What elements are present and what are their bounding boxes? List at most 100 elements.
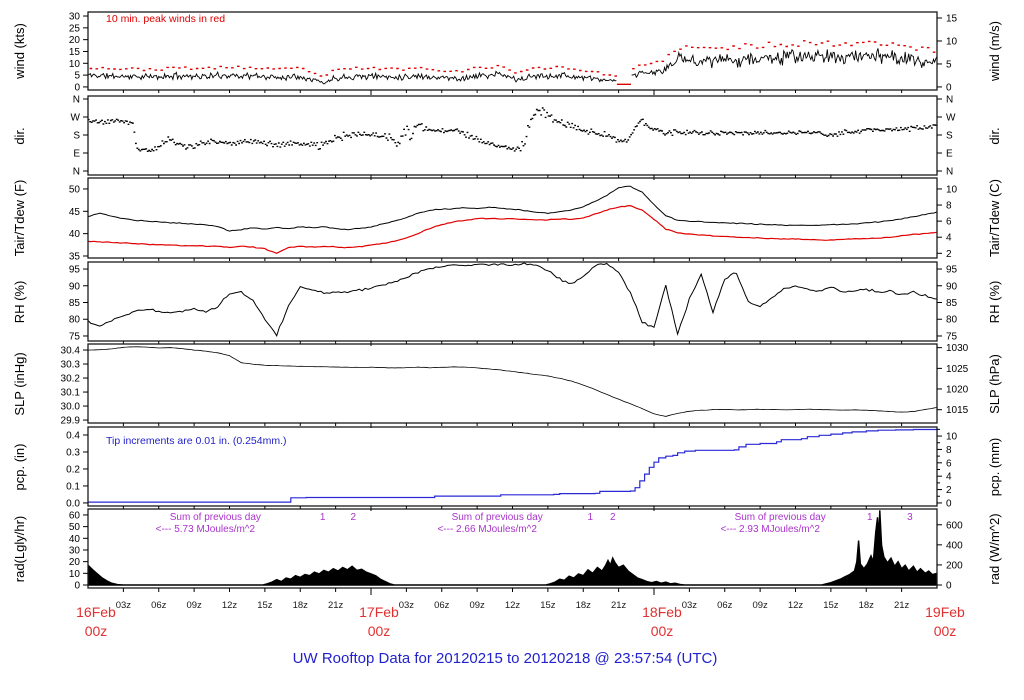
hour-label: 21z — [894, 600, 910, 611]
left-tick-label: 75 — [69, 331, 81, 342]
wind-left-axis-title: wind (kts) — [12, 23, 27, 80]
hour-label: 21z — [328, 600, 344, 611]
day-label: 16Feb — [76, 604, 116, 620]
hour-label: 09z — [469, 600, 485, 611]
left-tick-label: S — [73, 131, 80, 142]
left-tick-label: N — [73, 167, 80, 178]
left-tick-label: 10 — [69, 59, 81, 70]
right-tick-label: 4 — [946, 233, 952, 244]
hour-label: 18z — [859, 600, 875, 611]
right-tick-label: 2 — [946, 249, 952, 260]
rad-sum-line2: <--- 2.93 MJoules/m^2 — [720, 524, 820, 535]
hour-label: 03z — [116, 600, 132, 611]
rad-event-label: 1 — [588, 512, 594, 523]
right-tick-label: 4 — [946, 472, 952, 483]
left-tick-label: 0 — [74, 82, 80, 93]
dir-left-axis-title: dir. — [12, 127, 27, 144]
hour-label: 12z — [788, 600, 804, 611]
right-tick-label: 0 — [946, 580, 952, 591]
dir-right-axis-title: dir. — [987, 127, 1002, 144]
series-solar-radiation — [88, 510, 937, 586]
left-tick-label: 60 — [69, 510, 81, 521]
static-text-layer: wind (kts) dir. Tair/Tdew (F) RH (%) SLP… — [12, 13, 1002, 667]
right-tick-label: 6 — [946, 458, 952, 469]
right-tick-label: 5 — [946, 59, 952, 70]
series-wind-direction — [88, 107, 937, 152]
left-tick-label: N — [73, 95, 80, 106]
right-tick-label: 0 — [946, 498, 952, 509]
right-tick-label: 2 — [946, 485, 952, 496]
right-tick-label: 1030 — [946, 343, 969, 354]
right-tick-label: 10 — [946, 432, 958, 443]
rh-right-axis-title: RH (%) — [987, 281, 1002, 324]
right-tick-label: 80 — [946, 315, 958, 326]
rad-right-axis-title: rad (W/m^2) — [987, 513, 1002, 584]
hour-label: 03z — [682, 600, 698, 611]
tair-left-axis-title: Tair/Tdew (F) — [12, 180, 27, 257]
right-tick-label: 8 — [946, 445, 952, 456]
rad-event-label: 3 — [907, 512, 913, 523]
right-tick-label: 85 — [946, 298, 958, 309]
left-tick-label: 45 — [69, 207, 81, 218]
left-tick-label: 5 — [74, 71, 80, 82]
left-tick-label: W — [71, 113, 81, 124]
left-tick-label: 50 — [69, 522, 81, 533]
rad-sum-line1: Sum of previous day — [170, 512, 261, 523]
left-tick-label: 95 — [69, 265, 81, 276]
wind-right-axis-title: wind (m/s) — [987, 21, 1002, 82]
right-tick-label: 15 — [946, 14, 958, 25]
rad-event-label: 1 — [320, 512, 326, 523]
tair-right-axis-title: Tair/Tdew (C) — [987, 179, 1002, 257]
series-precip-accumulation — [88, 428, 937, 503]
right-tick-label: W — [946, 113, 956, 124]
hour-label: 09z — [752, 600, 768, 611]
right-tick-label: 1025 — [946, 364, 969, 375]
left-tick-label: 30.1 — [61, 388, 81, 399]
left-tick-label: 15 — [69, 47, 81, 58]
hour-label: 03z — [399, 600, 415, 611]
right-tick-label: 600 — [946, 520, 963, 531]
left-tick-label: 30.0 — [61, 402, 81, 413]
right-tick-label: 6 — [946, 217, 952, 228]
slp-left-axis-title: SLP (inHg) — [12, 352, 27, 415]
right-tick-label: N — [946, 95, 953, 106]
rad-sum-line1: Sum of previous day — [735, 512, 826, 523]
left-tick-label: 0.2 — [66, 464, 80, 475]
right-tick-label: 0 — [946, 82, 952, 93]
pcp-left-axis-title: pcp. (in) — [12, 444, 27, 491]
hour-label: 06z — [151, 600, 167, 611]
rad-sum-line2: <--- 2.66 MJoules/m^2 — [437, 524, 537, 535]
hour-label: 15z — [257, 600, 273, 611]
left-tick-label: 0.0 — [66, 498, 80, 509]
series-dewpoint-temperature — [88, 205, 937, 254]
left-tick-label: 0.3 — [66, 447, 80, 458]
left-tick-label: 30 — [69, 12, 81, 23]
left-tick-label: 30.2 — [61, 374, 81, 385]
right-tick-label: 10 — [946, 36, 958, 47]
pcp-right-axis-title: pcp. (mm) — [987, 438, 1002, 497]
hour-label: 15z — [540, 600, 556, 611]
left-tick-label: 30.4 — [61, 346, 81, 357]
series-relative-humidity — [88, 262, 937, 338]
slp-right-axis-title: SLP (hPa) — [987, 354, 1002, 414]
left-tick-label: 25 — [69, 23, 81, 34]
series-sea-level-pressure — [88, 346, 937, 417]
rad-event-label: 2 — [610, 512, 616, 523]
figure-title: UW Rooftop Data for 20120215 to 20120218… — [293, 650, 718, 667]
rad-sum-line1: Sum of previous day — [452, 512, 543, 523]
right-tick-label: 200 — [946, 560, 963, 571]
left-tick-label: 20 — [69, 35, 81, 46]
day-label-z: 00z — [934, 623, 957, 639]
series-wind-speed — [88, 48, 937, 85]
left-tick-label: 85 — [69, 298, 81, 309]
left-tick-label: 29.9 — [61, 416, 81, 427]
right-tick-label: S — [946, 131, 953, 142]
day-label: 19Feb — [925, 604, 965, 620]
wind-peaks-note: 10 min. peak winds in red — [106, 13, 225, 25]
day-label-z: 00z — [85, 623, 108, 639]
right-tick-label: 400 — [946, 540, 963, 551]
hour-label: 15z — [823, 600, 839, 611]
hour-label: 06z — [717, 600, 733, 611]
right-tick-label: N — [946, 167, 953, 178]
